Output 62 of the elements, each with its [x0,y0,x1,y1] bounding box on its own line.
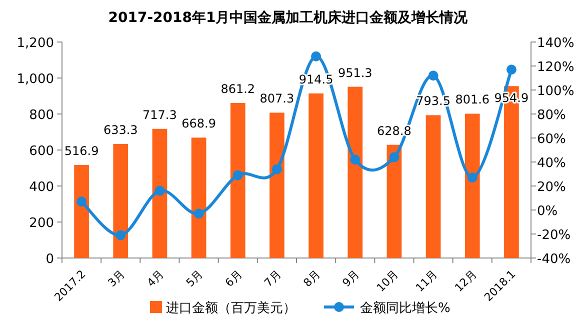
y2-tick-label: 40% [537,156,566,171]
x-tick-label: 4月 [144,268,166,290]
point [506,64,516,75]
data-label: 951.3 [338,66,372,80]
point [311,51,322,62]
y2-tick-label: 80% [537,108,566,123]
bar [270,112,284,258]
bar [74,164,89,258]
data-label: 801.6 [455,92,490,107]
y2-tick-label: 60% [537,132,566,147]
bar [113,144,128,258]
data-label: 668.9 [182,116,216,131]
point [467,172,478,183]
x-tick-label: 10月 [374,268,401,294]
x-tick-label: 6月 [222,268,245,290]
data-label: 954.9 [494,91,529,106]
point [154,186,165,196]
x-tick-label: 3月 [105,268,128,290]
point [194,208,204,219]
data-label: 717.3 [142,108,177,122]
y2-tick-label: 100% [537,84,574,99]
y-tick-label: 1,200 [16,36,54,51]
y2-tick-label: -40% [537,252,571,267]
y-tick-label: 600 [29,144,54,159]
bar [230,102,246,258]
y2-tick-label: 0% [537,204,558,219]
legend-label: 金额同比增长% [360,301,450,316]
y-tick-label: 0 [46,252,54,267]
x-tick-label: 8月 [300,268,323,290]
x-tick-label: 7月 [262,268,284,290]
point [428,70,438,81]
legend-label: 进口金额（百万美元） [166,300,296,316]
bar [152,128,168,258]
y2-tick-label: -20% [537,228,571,243]
x-tick-label: 5月 [184,268,206,290]
bar [386,144,402,258]
y-tick-label: 200 [29,216,54,231]
y2-tick-label: 140% [537,36,574,51]
x-tick-label: 12月 [452,268,480,294]
data-label: 633.3 [103,123,138,138]
y-tick-label: 1,000 [16,72,54,87]
y-tick-label: 800 [29,108,54,123]
point [116,230,126,240]
point [389,152,400,162]
bar [308,93,324,258]
y2-tick-label: 120% [537,60,574,75]
bar [191,138,206,258]
y-tick-label: 400 [29,180,54,195]
data-label: 807.3 [260,92,294,106]
y2-tick-label: 20% [537,180,566,195]
point [350,154,360,165]
chart-title: 2017-2018年1月中国金属加工机床进口金额及增长情况 [108,9,469,26]
x-tick-label: 9月 [340,268,362,290]
point [232,170,243,180]
data-label: 861.2 [220,82,256,96]
bar [426,115,441,258]
x-tick-label: 11月 [413,268,440,294]
bar [464,114,480,258]
point [76,196,87,207]
bar [348,86,363,258]
data-label: 516.9 [64,144,99,158]
point [272,164,282,174]
